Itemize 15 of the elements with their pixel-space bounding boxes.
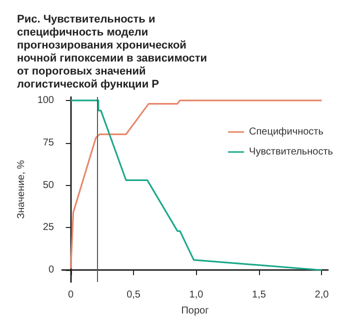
x-tick-label: 1,5 xyxy=(252,290,266,300)
x-tick-label: 2,0 xyxy=(314,290,330,300)
legend-label: Чувствительность xyxy=(249,146,334,158)
y-axis-title: Значение, % xyxy=(16,160,27,219)
y-tick-label: 25 xyxy=(42,222,54,234)
y-tick-label: 0 xyxy=(48,264,54,276)
y-tick-label: 75 xyxy=(42,137,54,148)
y-tick-label: 50 xyxy=(42,180,54,191)
chart-title: Рис. Чувствительность и специфичность модели прогнозирования хронической ночной гипоксемии в зависимости от пороговых значений логистической функции Р xyxy=(17,14,210,90)
x-axis-title: Порог xyxy=(181,306,210,316)
legend-label: Специфичность xyxy=(249,126,324,138)
x-tick-label: 0,5 xyxy=(126,290,141,300)
x-tick-label: 1,0 xyxy=(189,290,204,300)
x-tick-label: 0 xyxy=(68,290,74,300)
y-tick-label: 100 xyxy=(37,94,54,106)
